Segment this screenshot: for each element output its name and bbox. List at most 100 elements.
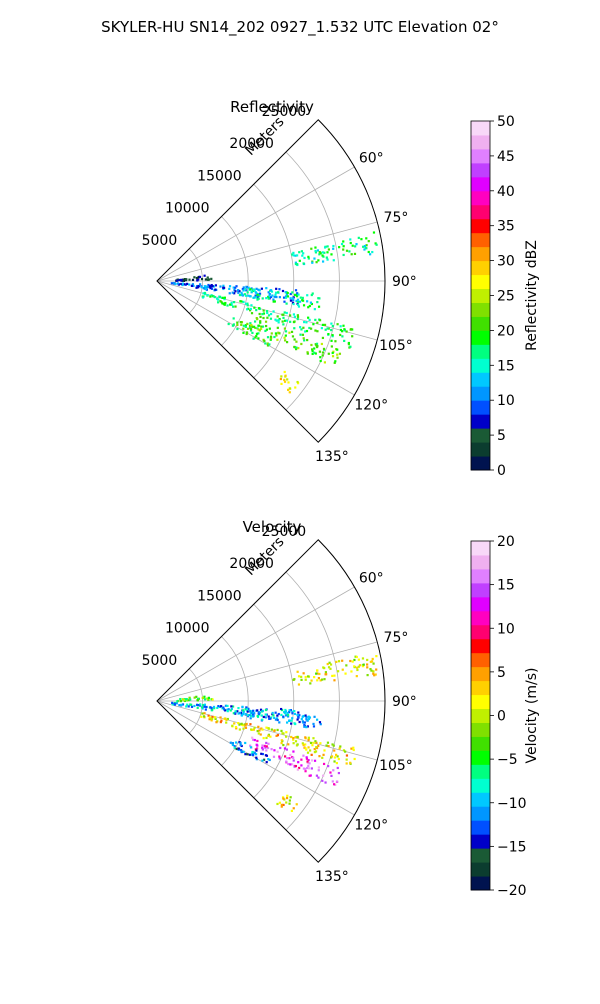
echo-gate xyxy=(205,705,208,709)
echo-gate xyxy=(252,728,255,731)
echo-gate xyxy=(315,774,319,777)
echo-gate xyxy=(285,319,288,322)
echo-gate xyxy=(258,312,261,316)
echo-gate xyxy=(246,308,249,311)
azimuth-gridline xyxy=(156,641,378,702)
echo-gate xyxy=(236,710,239,713)
echo-gate xyxy=(292,750,295,753)
echo-gate xyxy=(314,740,317,743)
echo-gate xyxy=(291,253,294,256)
echo-gate xyxy=(374,242,377,245)
echo-gate xyxy=(354,245,357,248)
echo-gate xyxy=(366,658,369,662)
echo-gate xyxy=(199,283,202,286)
echo-gate xyxy=(345,758,348,761)
echo-gate xyxy=(246,753,249,756)
echo-gate xyxy=(203,705,206,708)
echo-gate xyxy=(244,724,247,727)
echo-gate xyxy=(297,382,300,385)
echo-gate xyxy=(281,796,285,799)
echo-gate xyxy=(203,703,207,706)
echo-gate xyxy=(257,297,260,300)
colorbar-segment xyxy=(471,456,490,471)
echo-gate xyxy=(370,669,373,672)
echo-gate xyxy=(295,803,298,806)
echo-gate xyxy=(332,783,336,786)
echo-gate xyxy=(238,723,241,726)
echo-gate xyxy=(274,332,278,335)
echo-gate xyxy=(274,318,277,321)
echo-gate xyxy=(311,260,314,263)
echo-gate xyxy=(300,764,303,767)
echo-gate xyxy=(255,287,258,290)
echo-gate xyxy=(214,284,217,287)
echo-gate xyxy=(256,714,259,718)
echo-gate xyxy=(361,657,365,660)
echo-gate xyxy=(319,252,322,255)
echo-gate xyxy=(281,313,284,316)
echo-gate xyxy=(339,325,342,328)
echo-gate xyxy=(250,711,253,715)
echo-gate xyxy=(316,718,319,721)
echo-gate xyxy=(308,774,311,777)
echo-gate xyxy=(333,674,336,677)
azimuth-tick-label: 120° xyxy=(354,398,388,414)
echo-gate xyxy=(312,737,315,740)
echo-gate xyxy=(264,324,268,328)
echo-gate xyxy=(248,324,252,327)
colorbar-segment xyxy=(471,372,490,387)
echo-gate xyxy=(313,257,316,260)
echo-gate xyxy=(255,747,259,750)
echo-gate xyxy=(301,333,305,336)
echo-gate xyxy=(240,321,244,324)
echo-gate xyxy=(318,350,321,353)
echo-gate xyxy=(310,302,314,306)
echo-gate xyxy=(248,714,251,717)
echo-gate xyxy=(247,286,250,289)
echo-gate xyxy=(233,292,236,295)
echo-gate xyxy=(345,762,348,765)
echo-gate xyxy=(286,378,289,381)
echo-gate xyxy=(331,355,335,358)
echo-gate xyxy=(273,729,276,732)
echo-gate xyxy=(270,332,273,335)
echo-gate xyxy=(221,302,224,305)
echo-gate xyxy=(331,351,334,355)
echo-gate xyxy=(317,769,320,772)
echo-gate xyxy=(203,291,207,295)
echo-gate xyxy=(261,718,264,721)
colorbar-segment xyxy=(471,204,490,220)
echo-gate xyxy=(197,276,200,279)
echo-gate xyxy=(310,679,313,682)
echo-gate xyxy=(252,325,256,328)
echo-gate xyxy=(251,738,255,741)
echo-gate xyxy=(341,335,344,338)
echo-gate xyxy=(264,329,267,333)
colorbar-tick-label: −15 xyxy=(497,839,527,855)
echo-gate xyxy=(202,715,206,718)
echo-gate xyxy=(250,304,253,307)
echo-gate xyxy=(342,324,345,327)
echo-gate xyxy=(335,660,338,663)
echo-gate xyxy=(262,309,265,312)
echo-gate xyxy=(353,658,356,662)
echo-gate xyxy=(322,762,326,766)
echo-gate xyxy=(303,321,306,324)
echo-gate xyxy=(302,743,305,747)
colorbar-segment xyxy=(471,386,490,401)
echo-gate xyxy=(260,727,263,730)
echo-gate xyxy=(292,251,295,254)
echo-gate xyxy=(352,746,355,749)
echo-gate xyxy=(259,321,262,324)
echo-gate xyxy=(227,708,230,711)
echo-gate xyxy=(355,655,358,659)
echo-gate xyxy=(260,287,263,290)
colorbar-segment xyxy=(471,834,490,849)
echo-gate xyxy=(264,342,267,345)
echo-gate xyxy=(285,748,289,751)
echo-gate xyxy=(255,317,258,320)
echo-gate xyxy=(296,298,300,301)
echo-gate xyxy=(361,665,365,668)
echo-gate xyxy=(239,300,242,303)
echo-gate xyxy=(332,247,335,250)
